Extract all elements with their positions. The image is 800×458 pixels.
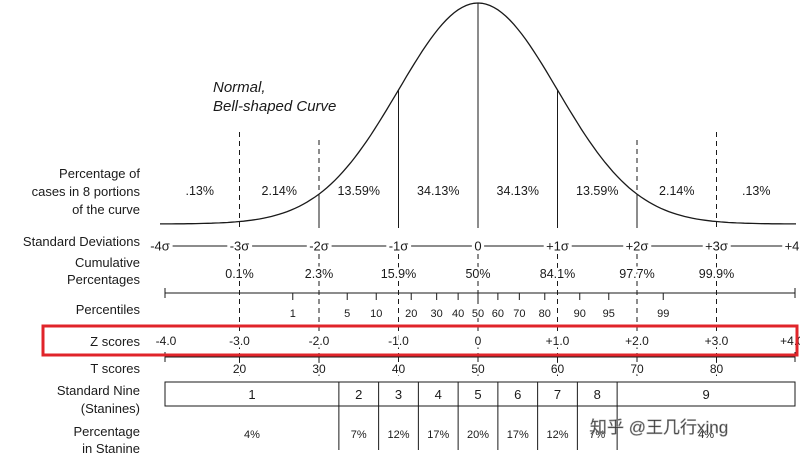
cumulative-value: 99.9%	[699, 267, 734, 281]
t-score-value: 70	[630, 362, 644, 376]
diagram-title-line-2: Bell-shaped Curve	[213, 98, 336, 115]
sd-tick-label: -1σ	[389, 239, 409, 254]
percentile-label: 80	[539, 308, 551, 320]
t-score-value: 80	[710, 362, 724, 376]
cumulative-label-line-1: Cumulative	[75, 255, 140, 270]
stanine-percentage: 12%	[546, 429, 568, 441]
cumulative-label-line-2: Percentages	[67, 272, 140, 287]
percentile-label: 5	[344, 308, 350, 320]
portions-label-line-2: cases in 8 portions	[32, 184, 141, 199]
percentile-label: 90	[574, 308, 586, 320]
percentile-label: 1	[290, 308, 296, 320]
portions-label-line-1: Percentage of	[59, 166, 140, 181]
stanine-percentage: 12%	[387, 429, 409, 441]
z-score-value: -4.0	[156, 334, 177, 348]
cumulative-value: 50%	[465, 267, 490, 281]
portion-percentage: 13.59%	[338, 184, 380, 198]
cumulative-value: 84.1%	[540, 267, 575, 281]
stanine-percentage: 4%	[698, 429, 714, 441]
stanine-percentage: 7%	[589, 429, 605, 441]
row-labels: Percentage of cases in 8 portions of the…	[23, 166, 141, 456]
percentile-label: 50	[472, 308, 484, 320]
stanine-label-line-1: Standard Nine	[57, 383, 140, 398]
stanine-number: 5	[474, 387, 481, 402]
portion-percentage: .13%	[742, 184, 771, 198]
stanine-percentage: 17%	[507, 429, 529, 441]
sd-tick-label: +3σ	[705, 239, 728, 254]
stanine-percentage: 7%	[351, 429, 367, 441]
stanine-percentage: 17%	[427, 429, 449, 441]
watermark-text: 知乎 @王几行xing	[590, 418, 728, 437]
stanine-percentage: 20%	[467, 429, 489, 441]
stanine-number: 2	[355, 387, 362, 402]
stanine-number: 8	[594, 387, 601, 402]
portion-percentage: 34.13%	[417, 184, 459, 198]
percentile-label: 10	[370, 308, 382, 320]
stanine-pct-label-line-2: in Stanine	[82, 441, 140, 456]
percentile-label: 30	[431, 308, 443, 320]
stanine-number: 9	[702, 387, 709, 402]
portions-label-line-3: of the curve	[72, 202, 140, 217]
portion-percentage: 34.13%	[497, 184, 539, 198]
z-score-value: +4.0	[780, 334, 800, 348]
z-score-value: +3.0	[705, 334, 729, 348]
percentile-label: 60	[492, 308, 504, 320]
sd-tick-label: +1σ	[546, 239, 569, 254]
bell-curve-group: .13% 2.14% 13.59% 34.13% 34.13% 13.59% 2.14% .1…	[160, 2, 796, 228]
sd-tick-label: -2σ	[309, 239, 329, 254]
sd-tick-label: -4σ	[150, 239, 170, 254]
z-score-value: -3.0	[229, 334, 250, 348]
percentile-label: 99	[657, 308, 669, 320]
stanine-number: 7	[554, 387, 561, 402]
stanine-number: 6	[514, 387, 521, 402]
diagram-title-line-1: Normal,	[213, 79, 266, 96]
t-score-value: 50	[471, 362, 485, 376]
stanine-pct-label-line-1: Percentage	[74, 424, 141, 439]
percentile-label: 20	[405, 308, 417, 320]
stanine-box-outline	[164, 381, 796, 407]
sd-tick-label: +2σ	[626, 239, 649, 254]
cumulative-value: 97.7%	[619, 267, 654, 281]
cumulative-value: 0.1%	[225, 267, 254, 281]
percentiles-label: Percentiles	[76, 302, 141, 317]
z-scores-label: Z scores	[90, 334, 140, 349]
sd-tick-label: +4σ	[785, 239, 800, 254]
t-scores-label: T scores	[90, 361, 140, 376]
stanine-number: 1	[248, 387, 255, 402]
portion-percentage: 2.14%	[262, 184, 297, 198]
stanine-number: 3	[395, 387, 402, 402]
t-score-value: 60	[551, 362, 565, 376]
percentile-label: 95	[603, 308, 615, 320]
cumulative-value: 15.9%	[381, 267, 416, 281]
z-score-value: -1.0	[388, 334, 409, 348]
stanine-label-line-2: (Stanines)	[81, 401, 140, 416]
cumulative-value: 2.3%	[305, 267, 334, 281]
portion-percentage: .13%	[186, 184, 215, 198]
z-scores-highlight-box	[41, 324, 799, 357]
t-score-value: 20	[233, 362, 247, 376]
portion-percentage: 2.14%	[659, 184, 694, 198]
scale-rows: -4σ-3σ-2σ-1σ0+1σ+2σ+3σ+4σ0.1%2.3%15.9%50…	[147, 236, 800, 450]
z-score-value: 0	[475, 334, 482, 348]
percentile-label: 40	[452, 308, 464, 320]
sd-tick-label: -3σ	[230, 239, 250, 254]
z-score-value: -2.0	[309, 334, 330, 348]
z-score-value: +2.0	[625, 334, 649, 348]
t-score-value: 30	[312, 362, 326, 376]
sd-label: Standard Deviations	[23, 234, 141, 249]
portion-percentage: 13.59%	[576, 184, 618, 198]
stanine-percentage: 4%	[244, 429, 260, 441]
percentile-label: 70	[513, 308, 525, 320]
sd-tick-label: 0	[474, 239, 481, 254]
stanine-number: 4	[435, 387, 442, 402]
t-score-value: 40	[392, 362, 406, 376]
z-score-value: +1.0	[546, 334, 570, 348]
